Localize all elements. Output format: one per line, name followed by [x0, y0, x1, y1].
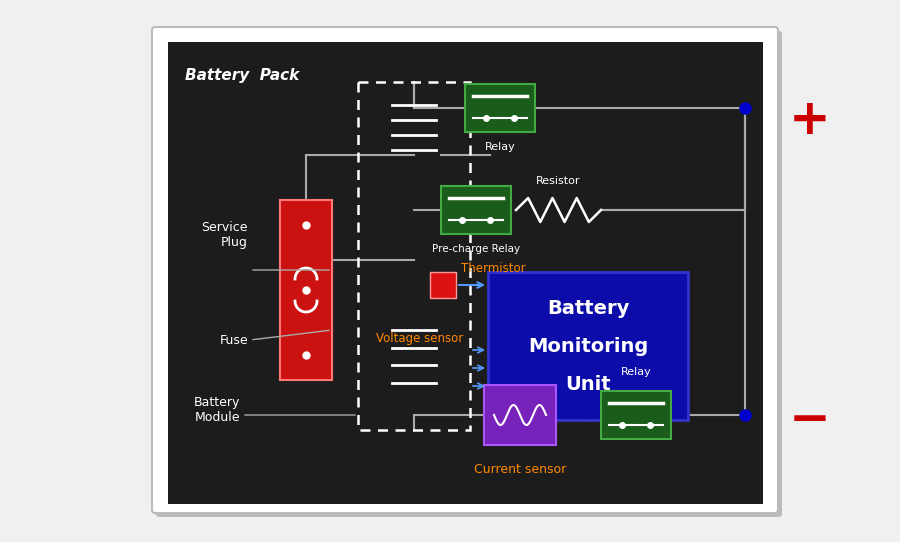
Bar — [358, 82, 470, 430]
Text: Current sensor: Current sensor — [474, 463, 566, 476]
Text: Battery  Pack: Battery Pack — [185, 68, 299, 83]
Text: Pre-charge Relay: Pre-charge Relay — [432, 244, 520, 254]
Text: Resistor: Resistor — [536, 176, 580, 186]
Bar — [601, 391, 671, 439]
Text: Relay: Relay — [484, 142, 516, 152]
Text: Battery: Battery — [547, 299, 629, 318]
Bar — [484, 385, 556, 445]
FancyBboxPatch shape — [156, 31, 782, 517]
Bar — [280, 200, 332, 380]
Text: Fuse: Fuse — [220, 333, 248, 346]
Text: +: + — [789, 96, 831, 144]
Bar — [441, 186, 511, 234]
Text: Unit: Unit — [565, 375, 611, 393]
Bar — [430, 272, 456, 298]
Bar — [488, 272, 688, 420]
Bar — [465, 84, 535, 132]
Text: Service
Plug: Service Plug — [202, 221, 248, 249]
Text: Monitoring: Monitoring — [528, 337, 648, 356]
Text: Thermistor: Thermistor — [461, 262, 526, 275]
Text: Relay: Relay — [621, 367, 652, 377]
FancyBboxPatch shape — [152, 27, 778, 513]
Text: Battery
Module: Battery Module — [194, 396, 240, 424]
Bar — [168, 42, 763, 504]
Text: −: − — [789, 396, 831, 444]
Text: Voltage sensor: Voltage sensor — [376, 332, 464, 345]
